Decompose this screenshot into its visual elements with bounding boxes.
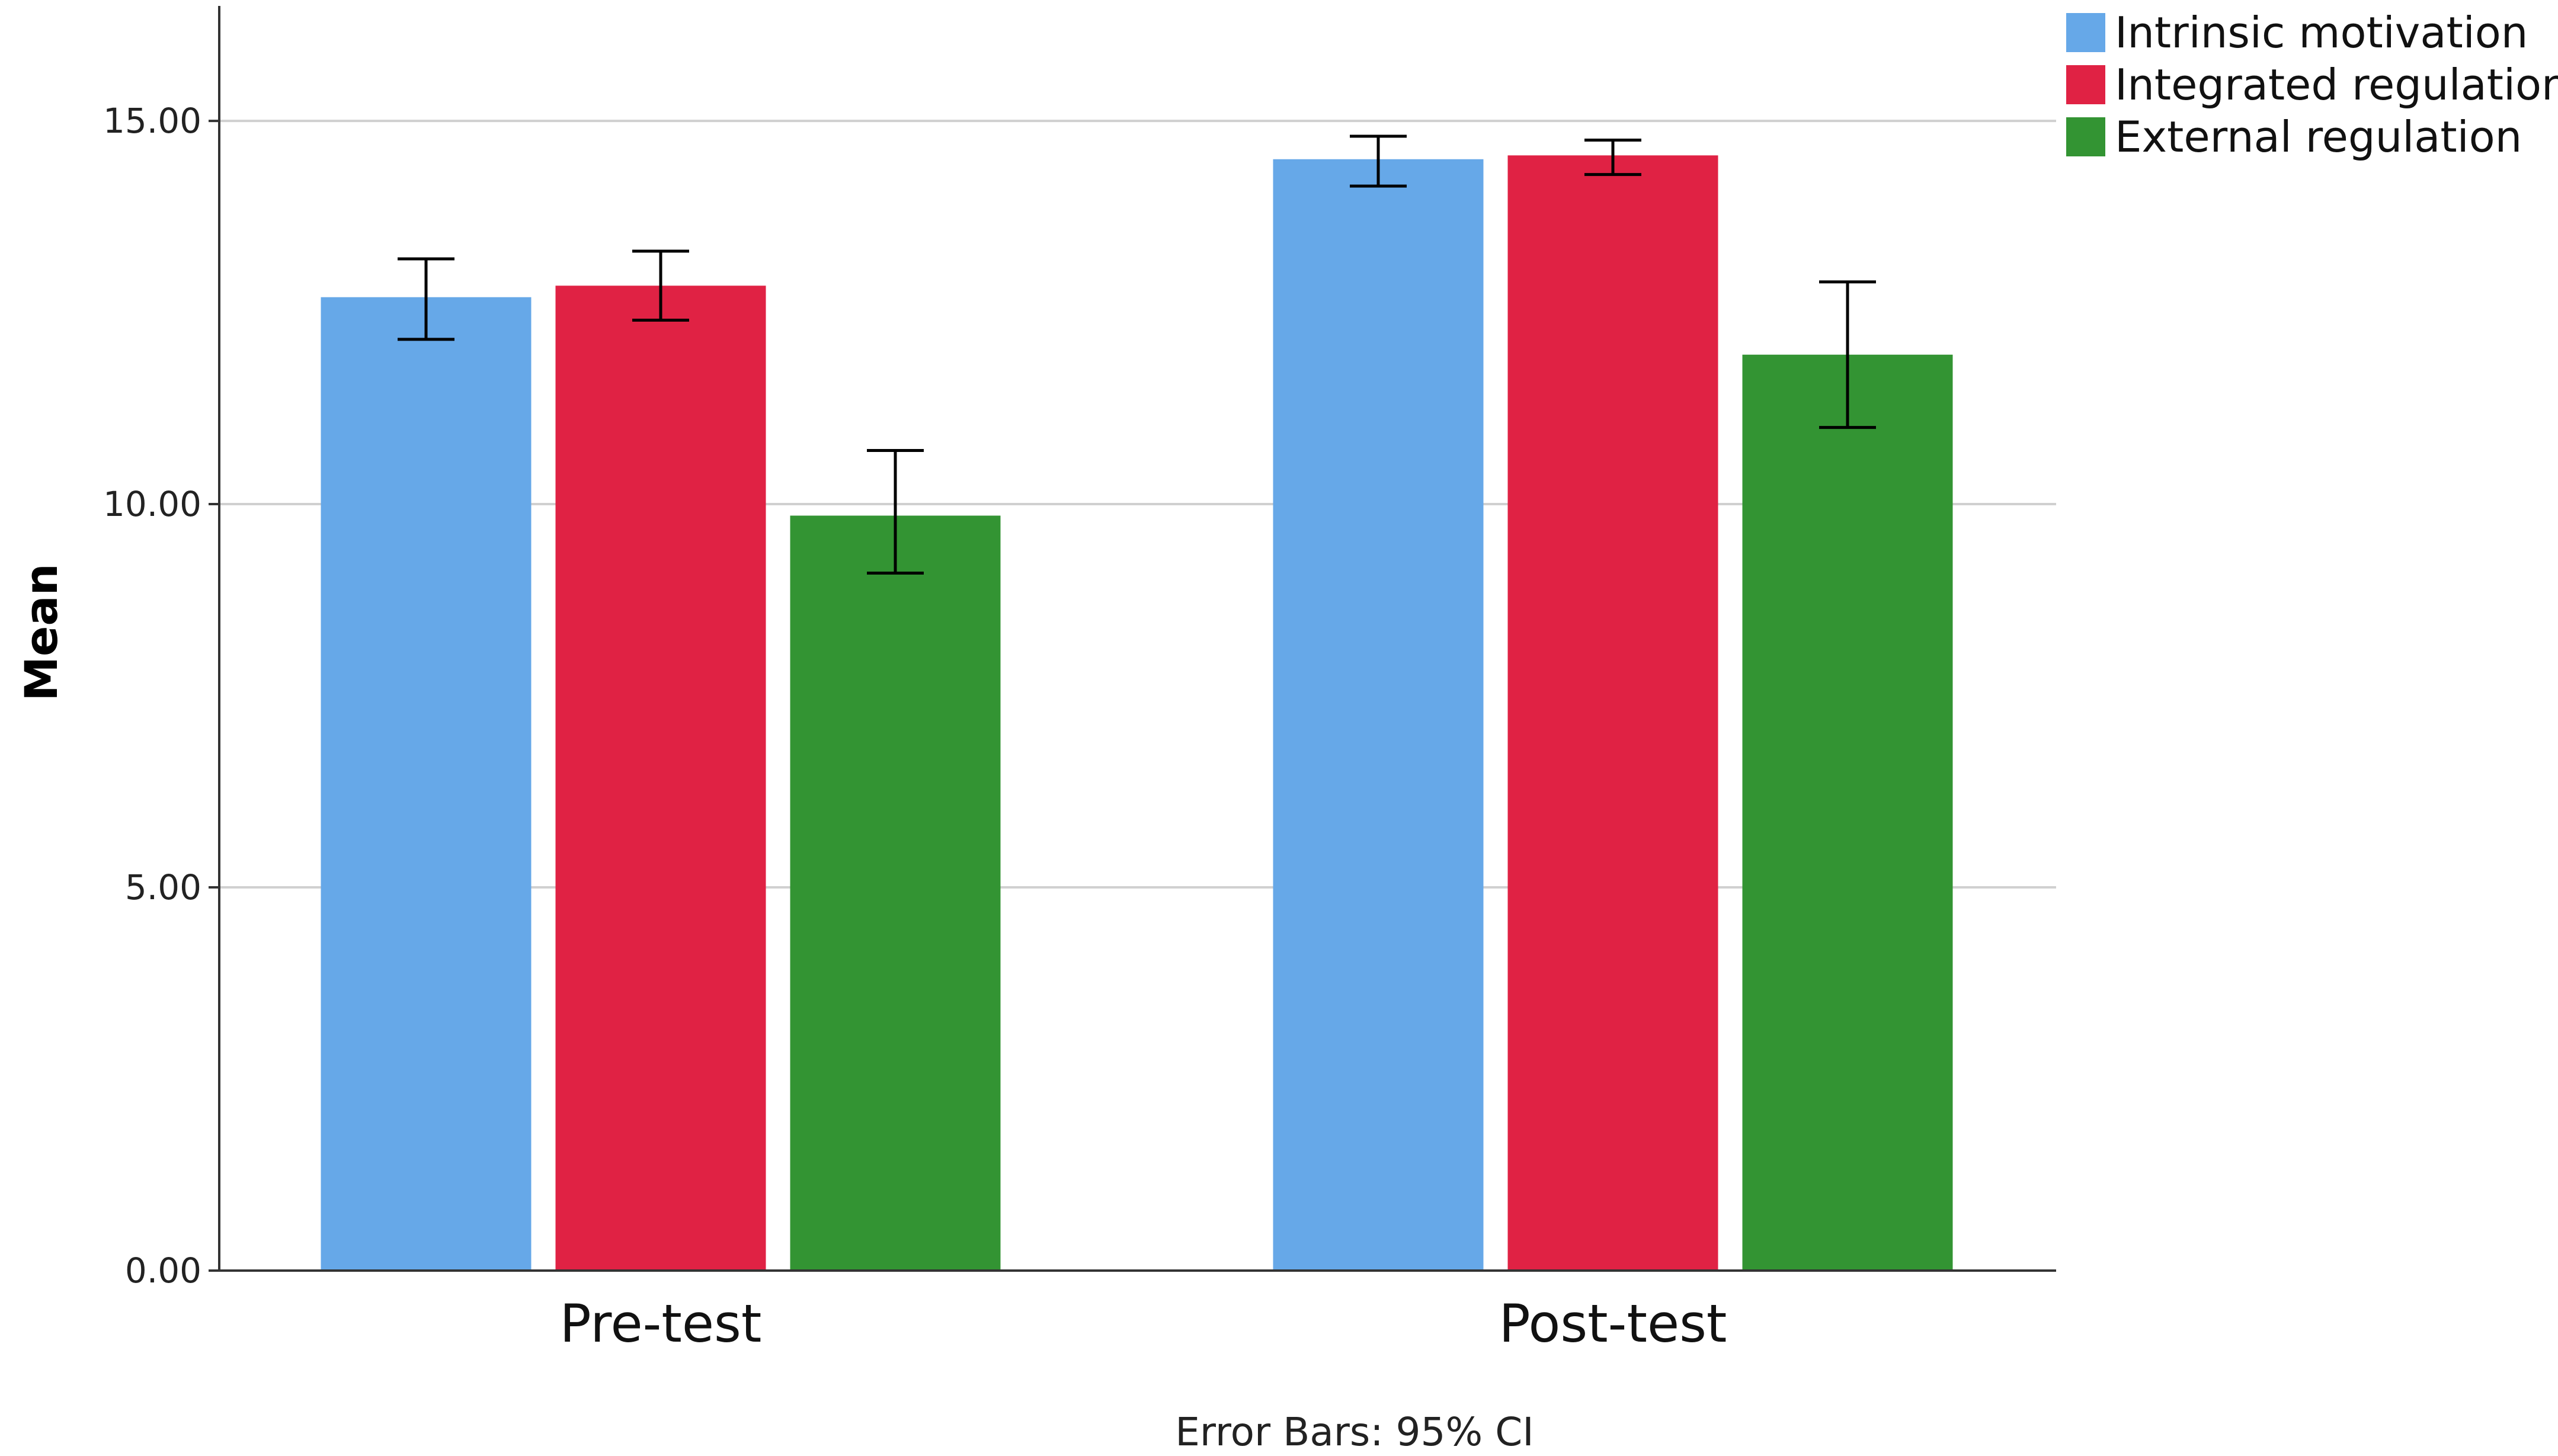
error-bar-0-1 <box>1350 134 1407 188</box>
y-tick-label: 15.00 <box>103 101 201 141</box>
error-bar-2-1 <box>1819 280 1876 429</box>
bars <box>321 155 1953 1271</box>
error-bar-2-0 <box>867 448 924 575</box>
legend-label: External regulation <box>2115 112 2522 162</box>
bar-2-0 <box>790 515 1001 1271</box>
bar-0-1 <box>1273 159 1484 1271</box>
legend-label: Integrated regulation <box>2115 60 2558 110</box>
error-bars-note: Error Bars: 95% CI <box>1175 1409 1534 1455</box>
error-bar-1-0 <box>632 249 689 322</box>
legend-swatch <box>2066 117 2105 156</box>
x-category-labels: Pre-test Post-test <box>560 1293 1727 1354</box>
x-category-label: Post-test <box>1499 1293 1727 1354</box>
bar-0-0 <box>321 297 532 1271</box>
legend-label: Intrinsic motivation <box>2115 8 2528 57</box>
y-tick-labels: 0.00 5.00 10.00 15.00 <box>103 101 219 1291</box>
y-tick-label: 10.00 <box>103 484 201 524</box>
error-bar-1-1 <box>1584 138 1641 177</box>
y-tick-label: 0.00 <box>125 1250 201 1291</box>
error-bar-0-0 <box>398 257 454 341</box>
y-tick-label: 5.00 <box>125 867 201 907</box>
axes <box>218 6 2056 1272</box>
bar-2-1 <box>1742 354 1953 1271</box>
legend-swatch <box>2066 65 2105 104</box>
y-axis-title: Mean <box>15 563 68 701</box>
x-category-label: Pre-test <box>560 1293 762 1354</box>
bar-1-0 <box>555 286 766 1271</box>
bar-1-1 <box>1507 155 1718 1271</box>
legend-item-0: Intrinsic motivation <box>2066 8 2528 57</box>
legend-item-1: Integrated regulation <box>2066 60 2558 110</box>
legend-item-2: External regulation <box>2066 112 2522 162</box>
error-bars <box>398 134 1876 575</box>
legend-swatch <box>2066 13 2105 52</box>
